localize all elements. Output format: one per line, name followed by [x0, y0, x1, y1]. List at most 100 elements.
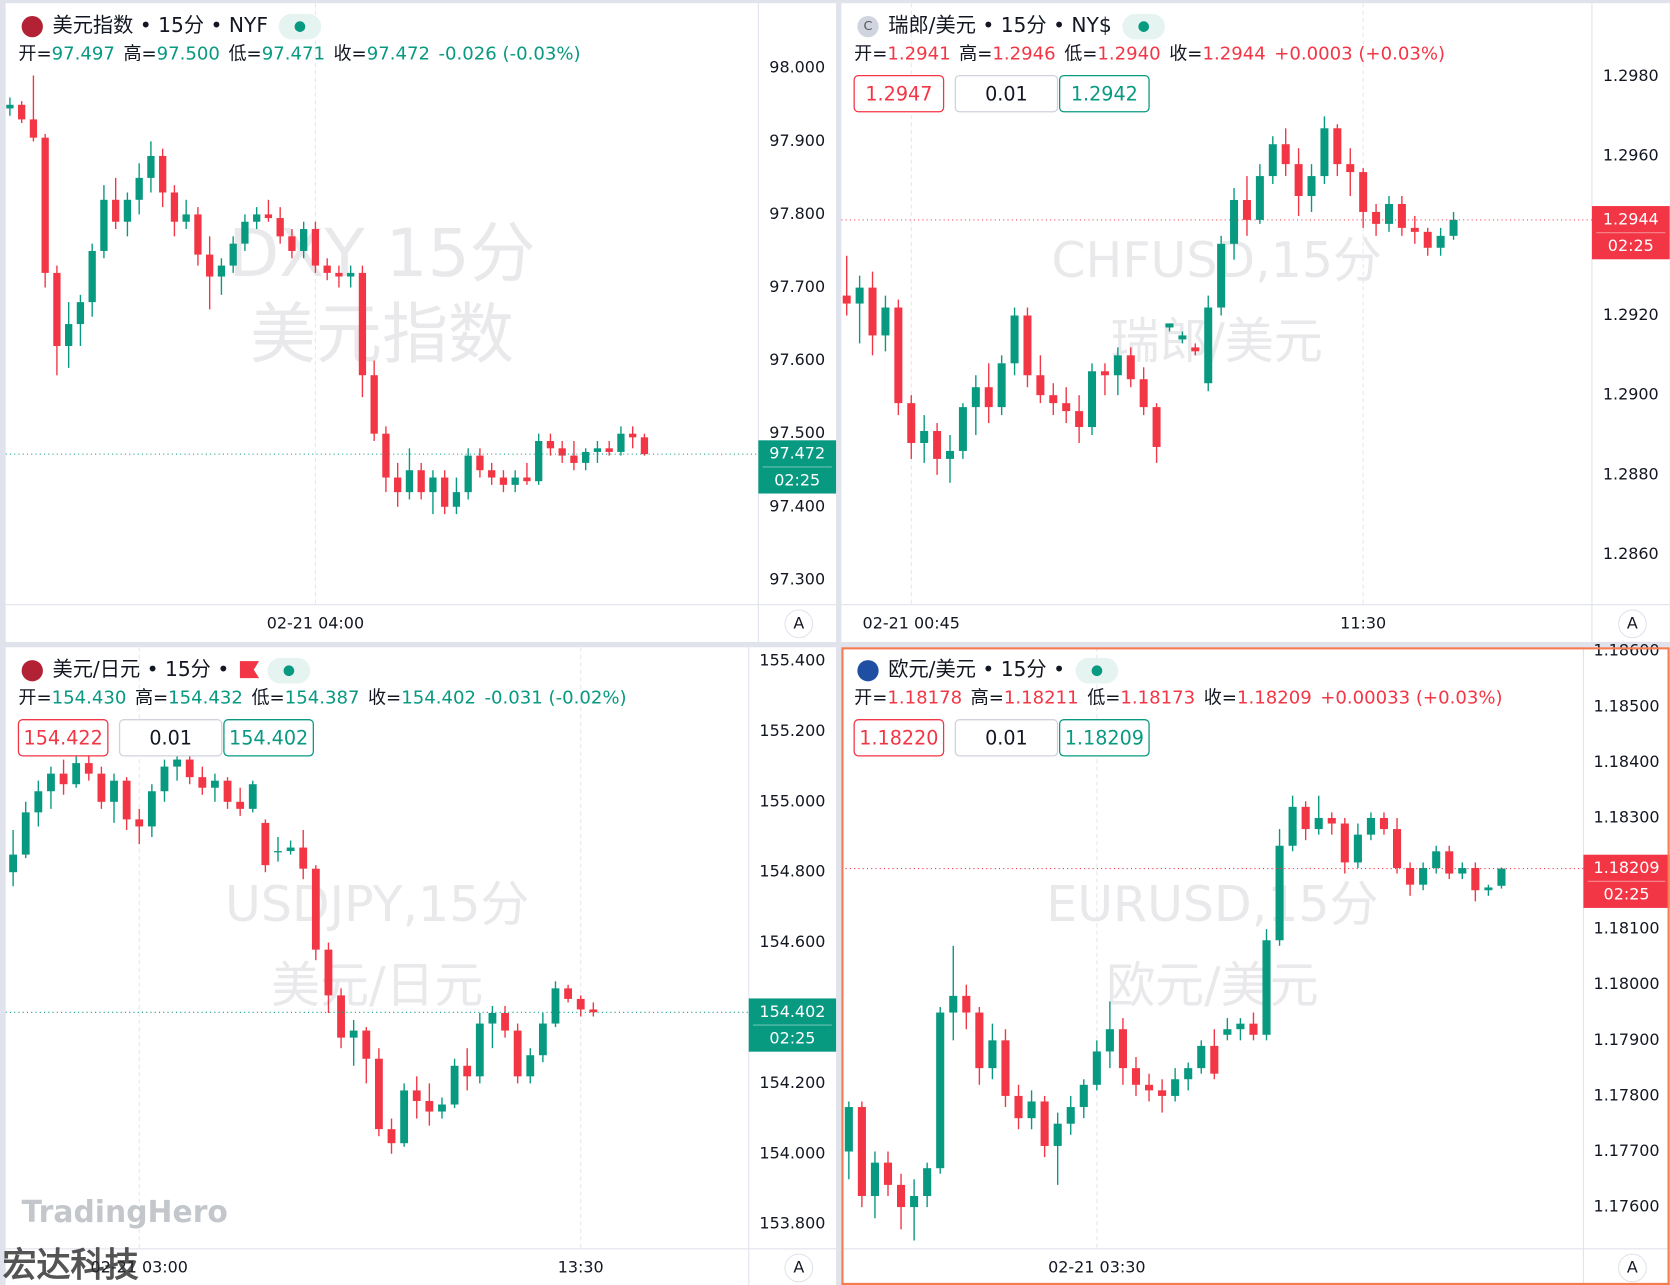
candle-body: [324, 949, 333, 996]
ohlc-stats: 开=97.497 高=97.500 低=97.471 收=97.472 -0.026 (…: [18, 43, 580, 64]
candle-body: [1049, 395, 1058, 404]
candle-body: [100, 199, 108, 251]
candle-body: [629, 433, 637, 438]
axis-button-label[interactable]: A: [1627, 613, 1638, 632]
y-tick-label: 1.2960: [1603, 146, 1659, 165]
order-button[interactable]: [954, 719, 1059, 757]
candle-body: [1320, 128, 1329, 177]
candle-body: [523, 477, 531, 482]
candle-body: [412, 1090, 421, 1101]
stat-value: 154.387: [285, 687, 360, 708]
stat-value: 97.472: [367, 43, 430, 64]
stat-label: 低=: [251, 687, 284, 708]
order-button[interactable]: [853, 719, 945, 757]
candle-body: [1353, 834, 1362, 863]
stat-label: 开=: [18, 43, 51, 64]
candle-body: [1079, 1084, 1088, 1108]
stat-value: 154.430: [52, 687, 127, 708]
y-tick-label: 97.700: [769, 277, 825, 296]
axis-button-label[interactable]: A: [793, 1257, 804, 1276]
order-button-label[interactable]: 154.422: [24, 726, 103, 749]
axis-button[interactable]: [1618, 1253, 1647, 1283]
candle-body: [311, 229, 320, 266]
candle-body: [223, 780, 232, 802]
candle-body: [936, 1012, 945, 1169]
candle-body: [84, 763, 93, 774]
stat-label: 收=: [333, 43, 366, 64]
candle-body: [1113, 355, 1122, 376]
order-button-label[interactable]: 0.01: [985, 726, 1028, 749]
ohlc-stats: 开=1.18178 高=1.18211 低=1.18173 收=1.18209 +0.0…: [854, 687, 1502, 708]
axis-button-label[interactable]: A: [1627, 1257, 1638, 1276]
x-tick-label: 02-21 04:00: [267, 613, 364, 632]
order-button[interactable]: [1058, 74, 1150, 113]
candle-body: [855, 287, 864, 304]
axis-button[interactable]: [784, 1253, 814, 1283]
candle-body: [1126, 355, 1135, 380]
last-price-box: [758, 440, 837, 494]
order-button-label[interactable]: 1.18220: [859, 726, 938, 749]
countdown: 02:25: [1608, 236, 1654, 255]
axis-button[interactable]: [784, 609, 814, 639]
axis-button-label[interactable]: A: [793, 613, 804, 632]
stat-value: 1.2944: [1202, 43, 1265, 64]
order-button-label[interactable]: 1.18209: [1065, 726, 1144, 749]
stat-value: 1.18209: [1237, 687, 1312, 708]
candle-body: [72, 763, 81, 785]
candle-body: [842, 295, 851, 304]
order-button[interactable]: [954, 74, 1059, 113]
order-button-label[interactable]: 0.01: [149, 726, 192, 749]
countdown: 02:25: [769, 1028, 815, 1047]
candle-body: [1191, 347, 1200, 352]
order-button[interactable]: [223, 719, 314, 757]
stat-label: 高=: [971, 687, 1004, 708]
candle-body: [933, 431, 942, 459]
candle-body: [217, 265, 226, 277]
order-button-label[interactable]: 1.2942: [1071, 82, 1138, 105]
candle-body: [883, 1162, 893, 1185]
order-button[interactable]: [853, 74, 945, 113]
candle-body: [546, 440, 555, 449]
stat-value: 97.497: [52, 43, 115, 64]
candle-body: [185, 759, 194, 778]
candle-body: [1204, 307, 1213, 384]
candle-body: [1449, 219, 1458, 236]
candle-body: [211, 780, 219, 788]
candle-body: [1366, 817, 1375, 835]
order-button-label[interactable]: 1.2947: [865, 82, 932, 105]
candle-body: [488, 1012, 497, 1024]
y-tick-label: 154.000: [759, 1143, 825, 1162]
order-button[interactable]: [118, 719, 223, 757]
ohlc-stats: 开=154.430 高=154.432 低=154.387 收=154.402 -0.0…: [18, 687, 626, 708]
axis-button[interactable]: [1618, 609, 1647, 639]
candle-body: [868, 287, 877, 336]
candle-body: [513, 1030, 522, 1077]
candle-body: [1242, 199, 1251, 220]
candle-body: [1432, 851, 1441, 868]
order-button-label[interactable]: 154.402: [229, 726, 308, 749]
candle-body: [394, 477, 402, 493]
x-tick-label: 02-21 00:45: [863, 613, 960, 632]
candle-body: [97, 773, 106, 802]
watermark: EURUSD,15分: [1046, 876, 1378, 933]
candle-body: [47, 773, 55, 792]
candle-body: [1027, 1101, 1036, 1119]
order-button-label[interactable]: 0.01: [985, 82, 1028, 105]
y-tick-label: 1.2920: [1603, 305, 1659, 324]
candle-body: [1075, 411, 1084, 428]
candle-body: [248, 784, 257, 809]
order-button[interactable]: [17, 719, 109, 757]
x-tick-label: 13:30: [558, 1257, 604, 1276]
order-button[interactable]: [1058, 719, 1150, 757]
stat-value: 1.18178: [887, 687, 962, 708]
candle-body: [300, 229, 308, 251]
watermark-brand: TradingHero: [22, 1195, 228, 1230]
candle-body: [182, 214, 190, 222]
candle-body: [450, 1065, 459, 1105]
candle-body: [1088, 371, 1097, 428]
stat-label: 高=: [959, 43, 992, 64]
candle-body: [1327, 817, 1336, 824]
candle-body: [975, 1012, 984, 1069]
candle-body: [337, 995, 345, 1038]
